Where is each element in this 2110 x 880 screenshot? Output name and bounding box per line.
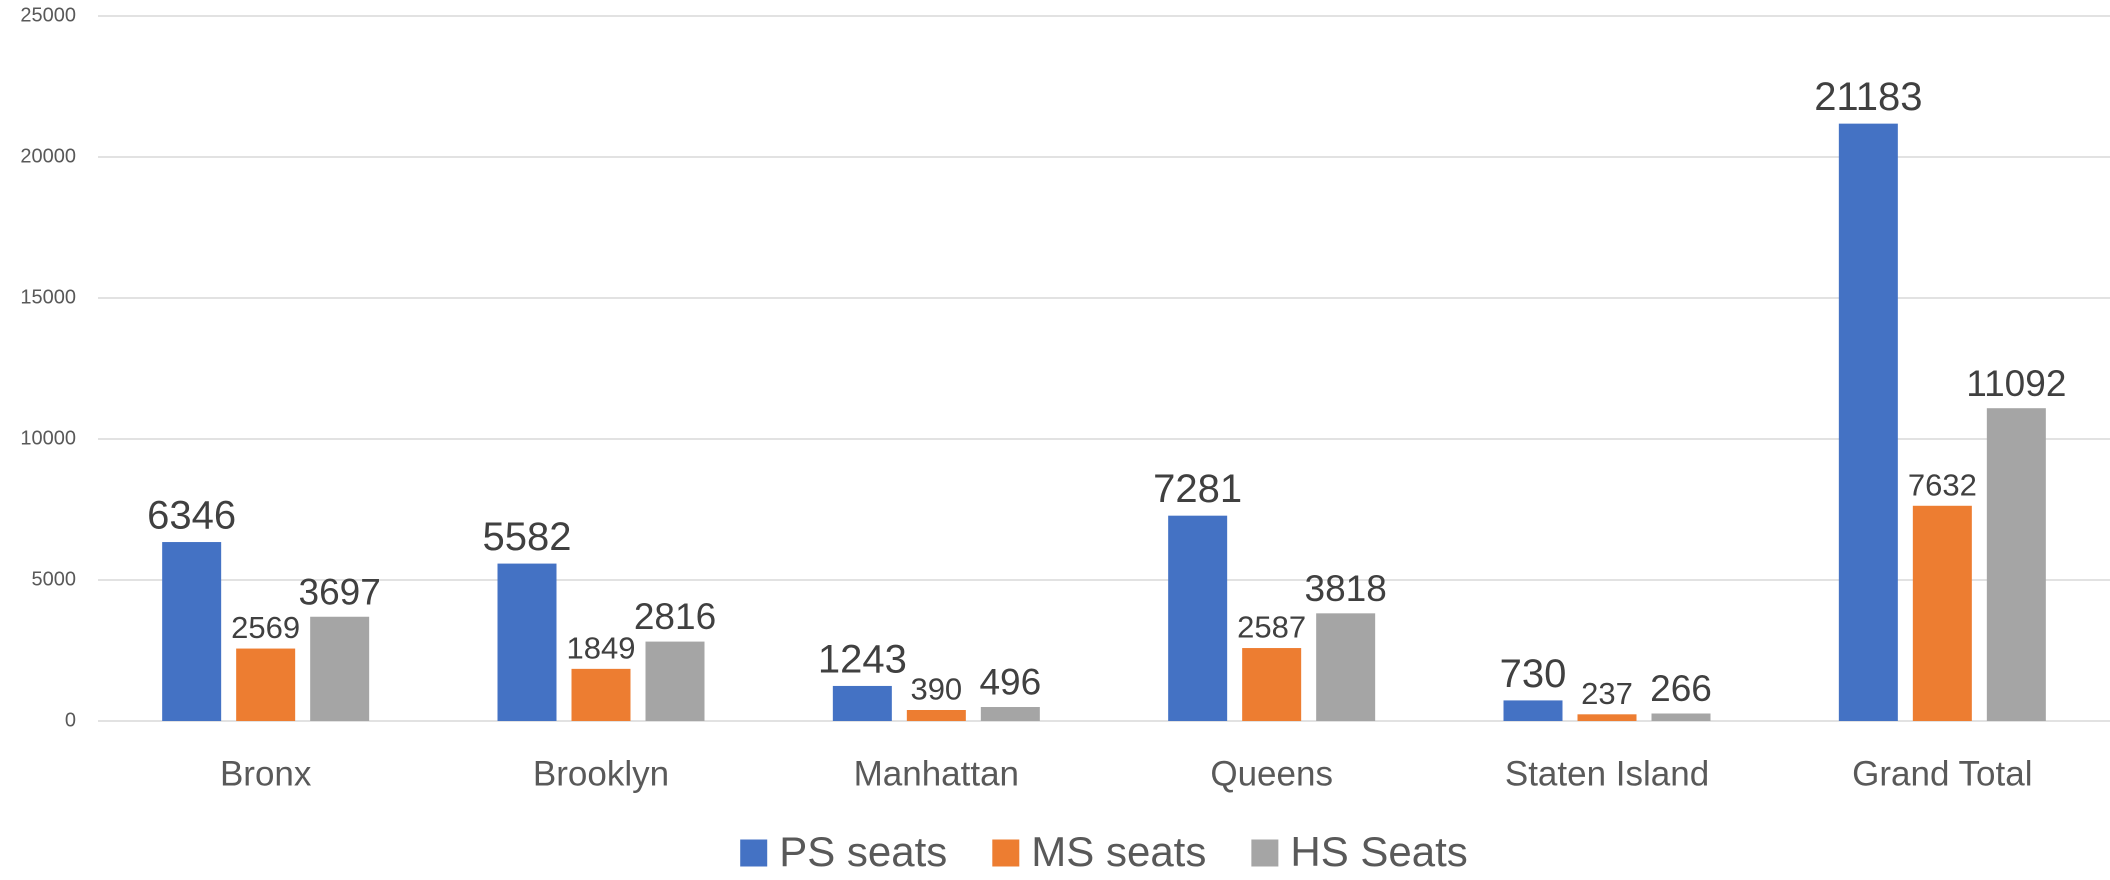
bar bbox=[1316, 613, 1376, 721]
data-label: 3697 bbox=[299, 571, 381, 612]
y-tick-label: 0 bbox=[65, 709, 76, 731]
data-label: 1243 bbox=[818, 638, 907, 682]
data-label: 2816 bbox=[634, 596, 716, 637]
legend-label: MS seats bbox=[1031, 828, 1206, 875]
x-tick-label: Manhattan bbox=[854, 754, 1019, 793]
legend-label: HS Seats bbox=[1290, 828, 1467, 875]
data-label: 21183 bbox=[1814, 75, 1922, 119]
legend-swatch bbox=[992, 839, 1020, 867]
x-tick-label: Staten Island bbox=[1505, 754, 1709, 793]
x-tick-label: Grand Total bbox=[1852, 754, 2032, 793]
bar bbox=[162, 542, 222, 721]
bar bbox=[1503, 700, 1563, 721]
bar bbox=[310, 616, 370, 721]
data-label: 2569 bbox=[231, 610, 300, 645]
bar bbox=[1912, 505, 1972, 721]
data-label: 7632 bbox=[1908, 467, 1977, 502]
data-label: 1849 bbox=[567, 630, 636, 665]
data-label: 730 bbox=[1500, 652, 1567, 696]
legend-swatch bbox=[1251, 839, 1279, 867]
legend-label: PS seats bbox=[779, 828, 947, 875]
bar bbox=[497, 563, 557, 721]
x-tick-label: Brooklyn bbox=[533, 754, 669, 793]
bar bbox=[1242, 648, 1302, 721]
y-tick-label: 25000 bbox=[20, 4, 76, 26]
data-label: 2587 bbox=[1237, 610, 1306, 645]
y-tick-label: 5000 bbox=[32, 568, 77, 590]
bar bbox=[236, 648, 296, 721]
bar bbox=[1838, 123, 1898, 721]
data-label: 5582 bbox=[483, 515, 572, 559]
x-tick-label: Bronx bbox=[220, 754, 312, 793]
data-label: 11092 bbox=[1966, 363, 2066, 404]
data-label: 7281 bbox=[1153, 467, 1242, 511]
bar bbox=[832, 685, 892, 721]
x-tick-label: Queens bbox=[1210, 754, 1333, 793]
bar bbox=[1986, 408, 2046, 721]
y-tick-label: 10000 bbox=[20, 427, 76, 449]
bar bbox=[1651, 713, 1711, 721]
bar bbox=[571, 668, 631, 721]
y-tick-label: 15000 bbox=[20, 286, 76, 308]
bar bbox=[1168, 515, 1228, 721]
bar bbox=[645, 641, 705, 721]
legend-swatch bbox=[740, 839, 768, 867]
y-tick-label: 20000 bbox=[20, 145, 76, 167]
data-label: 237 bbox=[1581, 676, 1633, 711]
data-label: 3818 bbox=[1305, 568, 1387, 609]
bar bbox=[906, 710, 966, 721]
data-label: 266 bbox=[1650, 668, 1712, 709]
data-label: 390 bbox=[910, 672, 962, 707]
bar bbox=[980, 707, 1040, 721]
data-label: 6346 bbox=[147, 494, 236, 538]
data-label: 496 bbox=[979, 662, 1041, 703]
bar bbox=[1577, 714, 1637, 721]
